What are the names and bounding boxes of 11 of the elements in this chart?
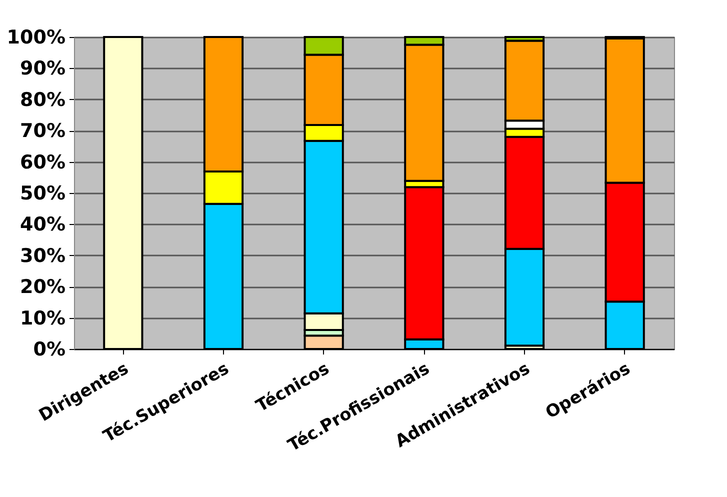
y-tick-label: 10% — [20, 307, 66, 330]
y-tick-label: 70% — [20, 120, 66, 142]
y-tick-label: 0% — [33, 338, 66, 360]
y-tick-label: 50% — [20, 182, 66, 204]
y-tick-label: 90% — [20, 58, 66, 80]
y-tick-label: 40% — [20, 214, 66, 236]
y-tick-label: 80% — [20, 88, 66, 111]
y-tick-label: 100% — [6, 26, 66, 48]
y-tick-label: 60% — [20, 151, 66, 174]
y-tick-label: 30% — [20, 244, 66, 267]
y-tick-label: 20% — [20, 276, 66, 298]
